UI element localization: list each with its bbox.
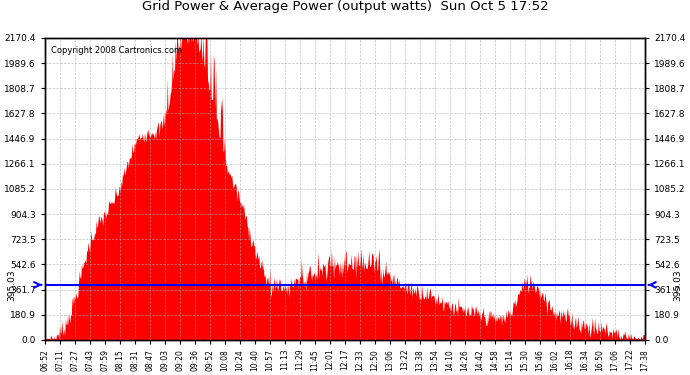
Text: Grid Power & Average Power (output watts)  Sun Oct 5 17:52: Grid Power & Average Power (output watts…	[141, 0, 549, 13]
Text: 395.03: 395.03	[673, 269, 682, 301]
Text: Copyright 2008 Cartronics.com: Copyright 2008 Cartronics.com	[51, 45, 182, 54]
Text: 395.03: 395.03	[8, 269, 17, 301]
